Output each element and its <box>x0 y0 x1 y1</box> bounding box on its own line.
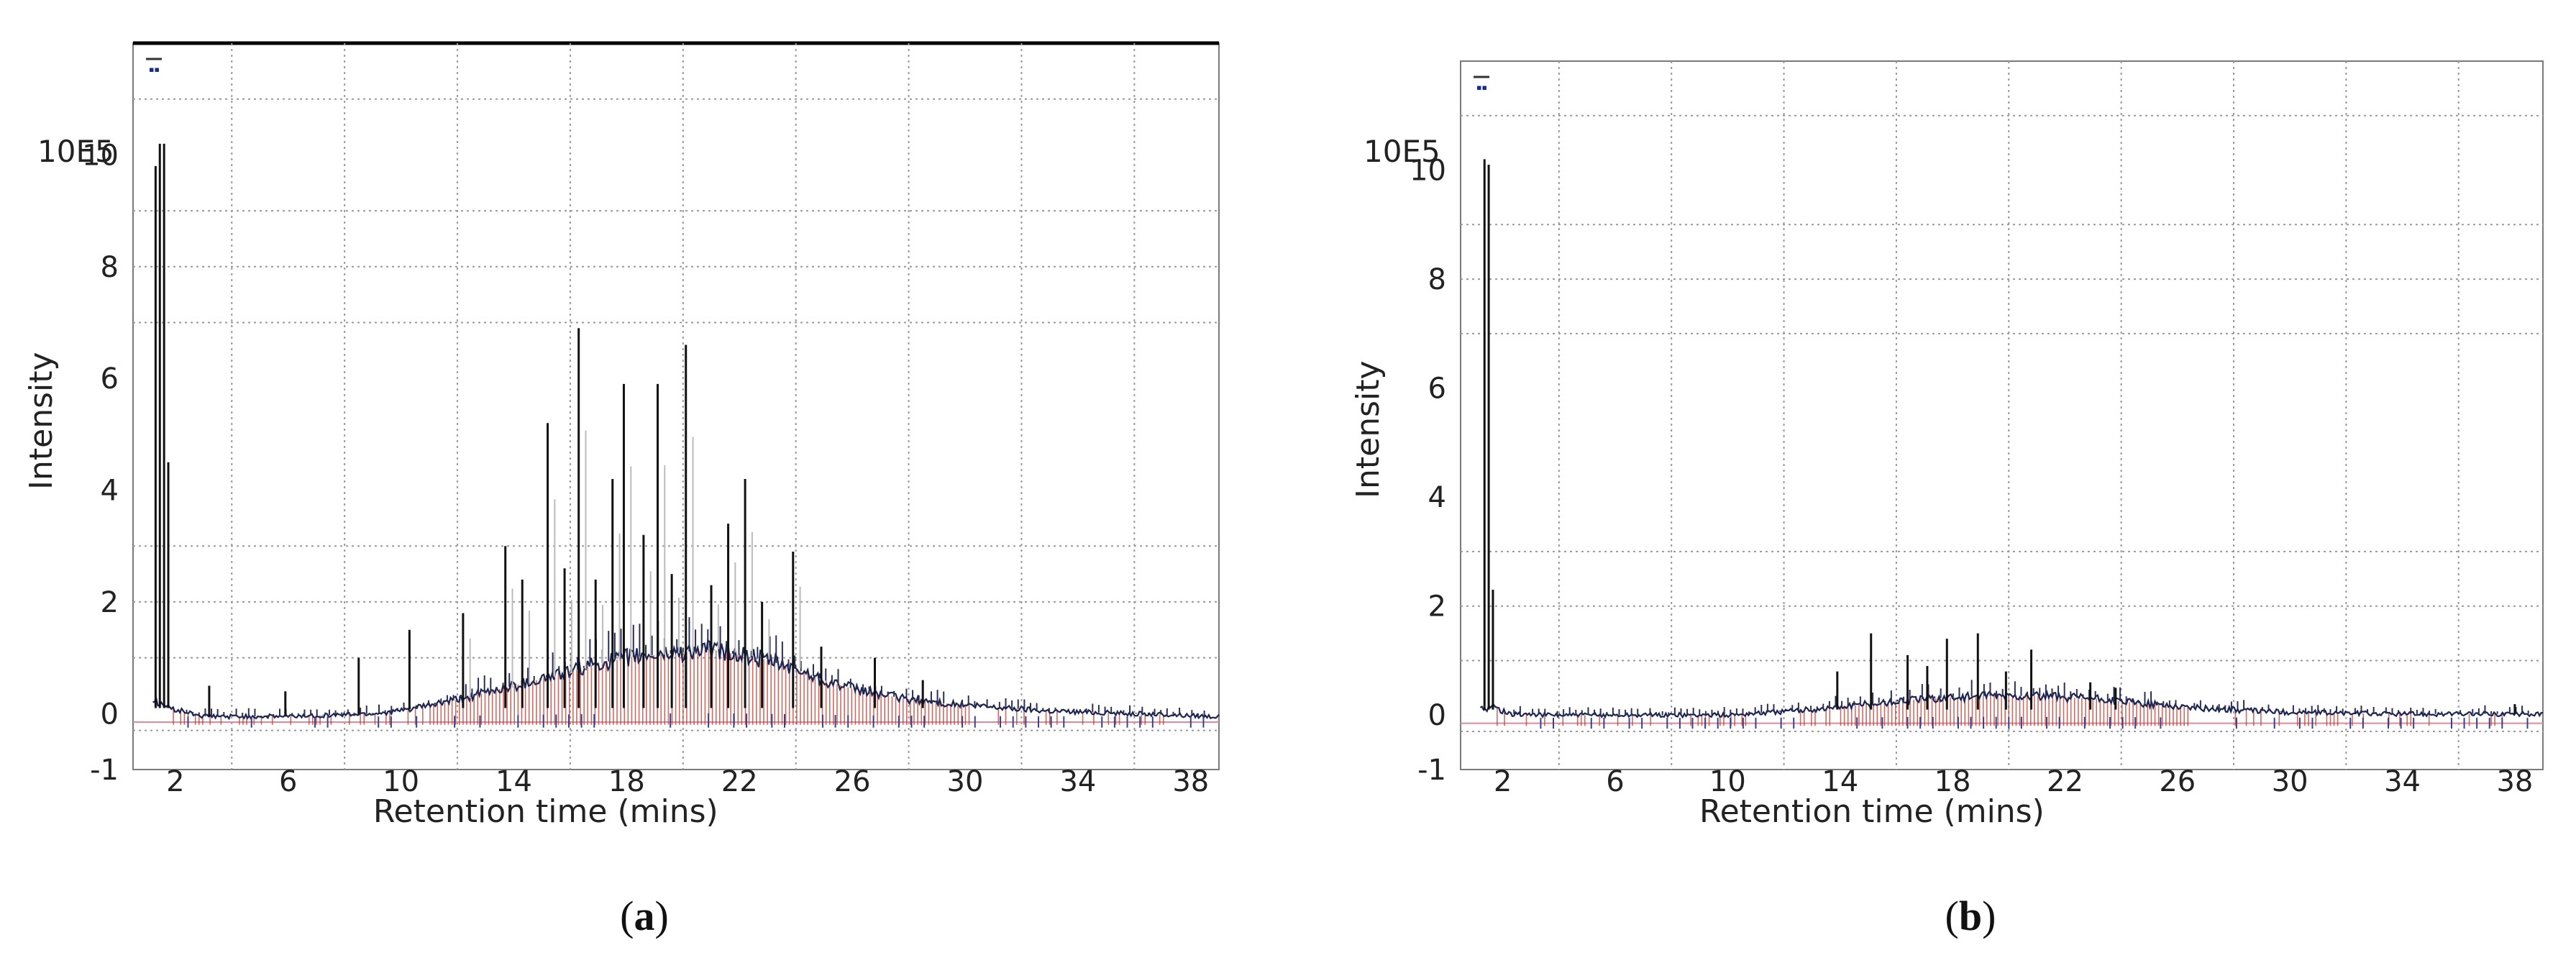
x-tick-label-b: 10 <box>1709 765 1746 798</box>
y-axis-title-b: Intensity <box>1350 360 1387 498</box>
chart-panel-a: ▪▪ 2 6 10 14 18 22 26 30 34 38 -1 0 2 4 6 8 10 10E5 Retenti… <box>23 41 1220 939</box>
plot-frame-a <box>132 42 1220 770</box>
chromatogram-b: ▪▪2 6 10 14 18 22 26 30 34 38-1024681010E5Retenti… <box>1350 60 2544 830</box>
x-tick-label-b: 34 <box>2384 765 2421 798</box>
x-tick-label-a: 38 <box>1172 765 1209 798</box>
x-tick-label-a: 2 <box>166 765 184 798</box>
y-scale-label-a: 10E5 <box>37 134 114 169</box>
x-tick-labels-b: 2 6 10 14 18 22 26 30 34 38 <box>1494 765 2533 798</box>
x-tick-label-a: 22 <box>721 765 758 798</box>
y-tick-labels-a: -1 0 2 4 6 8 10 <box>82 139 119 787</box>
y-tick-label-b: 8 <box>1428 263 1446 296</box>
x-tick-label-b: 38 <box>2496 765 2533 798</box>
chart-panel-b: ▪▪ 2 6 10 14 18 22 26 30 34 38 -1 0 2 4 6 8 10 10E5 Retenti… <box>1288 0 2576 963</box>
x-tick-labels-a: 2 6 10 14 18 22 26 30 34 38 <box>166 765 1209 798</box>
x-tick-label-b: 14 <box>1822 765 1858 798</box>
x-tick-label-b: 22 <box>2047 765 2083 798</box>
y-tick-label-a: -1 <box>90 754 119 787</box>
x-tick-label-a: 14 <box>495 765 532 798</box>
peaks-b <box>1483 159 2516 714</box>
x-tick-label-a: 10 <box>383 765 419 798</box>
x-tick-label-b: 6 <box>1606 765 1624 798</box>
y-tick-label-a: 10 <box>82 139 119 172</box>
x-tick-label-b: 30 <box>2272 765 2308 798</box>
y-tick-label-a: 8 <box>101 251 119 284</box>
x-axis-title-b: Retention time (mins) <box>1699 793 2045 830</box>
x-tick-label-b: 26 <box>2159 765 2196 798</box>
y-tick-label-b: 4 <box>1428 481 1446 514</box>
plot-frame-b <box>1460 60 2544 770</box>
integration-marks-a <box>173 649 1164 725</box>
legend-marker-b: ▪▪ <box>1476 83 1487 92</box>
y-scale-label-b: 10E5 <box>1364 134 1440 169</box>
grid-b <box>1461 61 2543 770</box>
x-tick-label-a: 6 <box>279 765 297 798</box>
legend-marker-a: ▪▪ <box>149 65 160 74</box>
x-tick-label-a: 34 <box>1059 765 1096 798</box>
x-tick-label-b: 2 <box>1494 765 1512 798</box>
y-tick-labels-b: -1 0 2 4 6 8 10 <box>1410 155 1446 787</box>
x-axis-title-a: Retention time (mins) <box>373 793 718 830</box>
x-tick-label-a: 26 <box>834 765 871 798</box>
x-tick-label-a: 30 <box>947 765 984 798</box>
y-axis-title-a: Intensity <box>23 352 60 490</box>
y-tick-label-b: 10 <box>1410 155 1446 188</box>
chromatogram-a: ▪▪2 6 10 14 18 22 26 30 34 38-1024681010E5Retenti… <box>23 41 1220 830</box>
y-tick-label-b: 6 <box>1428 373 1446 406</box>
y-tick-label-b: 0 <box>1428 699 1446 732</box>
marker-ticks-b <box>1540 716 2529 729</box>
y-tick-label-a: 2 <box>101 586 119 619</box>
marker-ticks-a <box>187 713 1205 728</box>
y-tick-label-a: 6 <box>101 362 119 396</box>
peaks-a <box>154 143 924 717</box>
panel-label-b: (b) <box>1945 893 1996 939</box>
panel-label-a: (a) <box>620 893 669 939</box>
y-tick-label-b: 2 <box>1428 590 1446 624</box>
y-tick-label-a: 4 <box>101 475 119 508</box>
y-tick-label-a: 0 <box>101 698 119 731</box>
x-tick-label-a: 18 <box>608 765 645 798</box>
baseline-trace-b <box>1479 689 2544 719</box>
y-tick-label-b: -1 <box>1417 754 1446 787</box>
x-tick-label-b: 18 <box>1935 765 1971 798</box>
